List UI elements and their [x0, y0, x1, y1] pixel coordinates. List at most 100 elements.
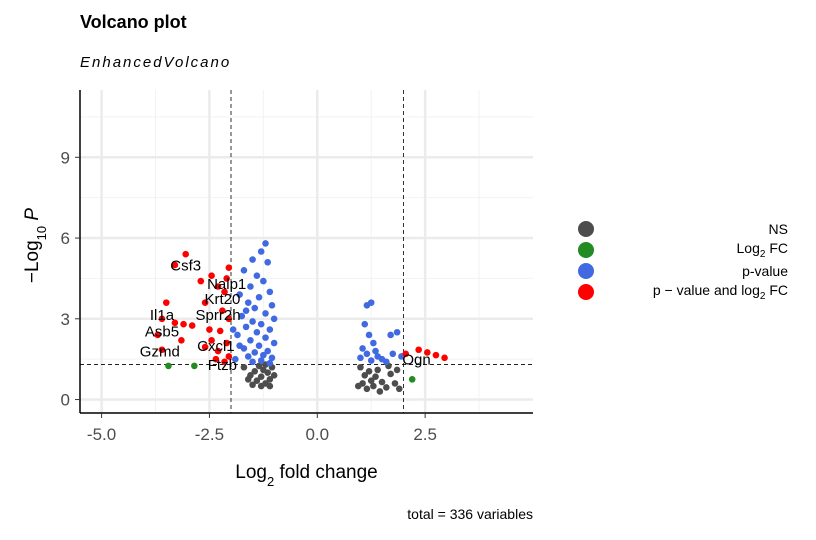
gene-label: Gzmd — [140, 343, 180, 360]
x-tick-label: 2.5 — [413, 425, 437, 444]
point-ns — [240, 363, 248, 371]
point-p-value — [270, 315, 278, 323]
point-p-value — [363, 350, 371, 358]
point-p-value — [268, 354, 276, 362]
gene-label: Asb5 — [145, 323, 179, 340]
point-p-value — [247, 283, 254, 290]
legend: NS Log2 FC p-value p − value and log2 FC — [578, 218, 788, 302]
point-ns — [266, 376, 274, 383]
point-p-value — [268, 302, 276, 309]
point-p-value — [383, 358, 390, 366]
point-p-value-and-log2-fc — [402, 350, 410, 358]
legend-item: p − value and log2 FC — [578, 281, 788, 302]
point-p-value — [257, 248, 265, 255]
point-ns — [255, 362, 263, 370]
point-p-value — [232, 355, 239, 363]
point-ns — [391, 380, 399, 387]
point-ns — [393, 366, 401, 374]
point-p-value — [264, 347, 271, 355]
point-p-value-and-log2-fc — [212, 355, 220, 363]
point-p-value — [367, 299, 375, 306]
point-p-value — [244, 353, 252, 360]
point-p-value-and-log2-fc — [182, 250, 189, 258]
point-p-value-and-log2-fc — [158, 315, 166, 323]
point-ns — [264, 369, 271, 376]
point-p-value-and-log2-fc — [214, 347, 222, 355]
chart-title: Volcano plot — [80, 12, 187, 32]
point-p-value-and-log2-fc — [223, 339, 230, 347]
point-p-value — [270, 339, 278, 347]
cutoff-lines — [80, 90, 533, 413]
point-p-value — [257, 320, 265, 328]
point-ns — [257, 382, 265, 390]
point-p-value-and-log2-fc — [208, 272, 215, 280]
point-p-value — [242, 323, 250, 331]
point-p-value-and-log2-fc — [225, 353, 233, 360]
y-tick-label: 0 — [61, 391, 70, 410]
legend-label: NS — [768, 220, 788, 237]
x-tick-label: -5.0 — [87, 425, 116, 444]
point-ns — [378, 378, 386, 386]
point-p-value-and-log2-fc — [441, 354, 448, 362]
point-p-value — [262, 334, 269, 341]
legend-item: NS — [578, 218, 788, 239]
point-log2-fc — [165, 362, 172, 370]
point-p-value — [236, 291, 243, 298]
point-p-value — [253, 328, 261, 336]
point-p-value — [257, 357, 265, 364]
point-p-value — [389, 350, 397, 358]
point-p-value-and-log2-fc — [216, 327, 224, 335]
point-p-value — [365, 331, 373, 339]
data-points — [154, 240, 448, 395]
point-p-value — [393, 328, 401, 336]
point-ns — [270, 372, 278, 379]
point-p-value — [251, 304, 259, 312]
axes — [79, 90, 533, 414]
point-p-value — [236, 342, 243, 350]
point-p-value — [249, 358, 256, 366]
point-ns — [354, 382, 362, 390]
point-ns — [244, 376, 252, 383]
point-p-value — [262, 310, 269, 317]
gene-label: Cxcl1 — [197, 338, 235, 355]
legend-key-dot — [578, 262, 594, 279]
gene-label: Csf3 — [170, 257, 201, 274]
point-p-value — [255, 293, 263, 301]
point-p-value — [238, 312, 246, 320]
x-tick-label: -2.5 — [195, 425, 224, 444]
gene-label: Sprr2h — [196, 307, 241, 324]
point-ns — [387, 370, 394, 378]
legend-key-dot — [578, 241, 594, 258]
point-p-value-and-log2-fc — [171, 319, 179, 327]
point-p-value-and-log2-fc — [432, 351, 440, 359]
point-p-value-and-log2-fc — [171, 261, 179, 269]
point-ns — [372, 373, 379, 380]
point-p-value-and-log2-fc — [221, 358, 228, 366]
x-tick-label: 0.0 — [305, 425, 329, 444]
point-ns — [370, 382, 377, 390]
point-p-value-and-log2-fc — [162, 299, 170, 306]
point-ns — [365, 367, 373, 375]
point-p-value-and-log2-fc — [221, 288, 228, 296]
legend-label: Log2 FC — [736, 239, 788, 260]
point-ns — [257, 373, 265, 380]
legend-item: p-value — [578, 260, 788, 281]
gene-label: Ftzb — [208, 357, 237, 374]
point-p-value-and-log2-fc — [154, 331, 161, 339]
point-ns — [363, 385, 371, 393]
point-ns — [249, 381, 256, 389]
point-ns — [374, 366, 381, 374]
legend-label: p − value and log2 FC — [652, 281, 788, 302]
legend-key-dot — [578, 283, 594, 300]
point-p-value — [251, 349, 259, 356]
point-p-value-and-log2-fc — [214, 283, 222, 290]
gene-label: Il1a — [150, 307, 175, 324]
legend-item: Log2 FC — [578, 239, 788, 260]
point-ns — [253, 377, 261, 385]
point-p-value — [370, 339, 377, 347]
point-p-value — [387, 331, 394, 339]
point-ns — [395, 385, 403, 393]
point-p-value-and-log2-fc — [206, 326, 213, 333]
point-p-value-and-log2-fc — [180, 320, 187, 328]
